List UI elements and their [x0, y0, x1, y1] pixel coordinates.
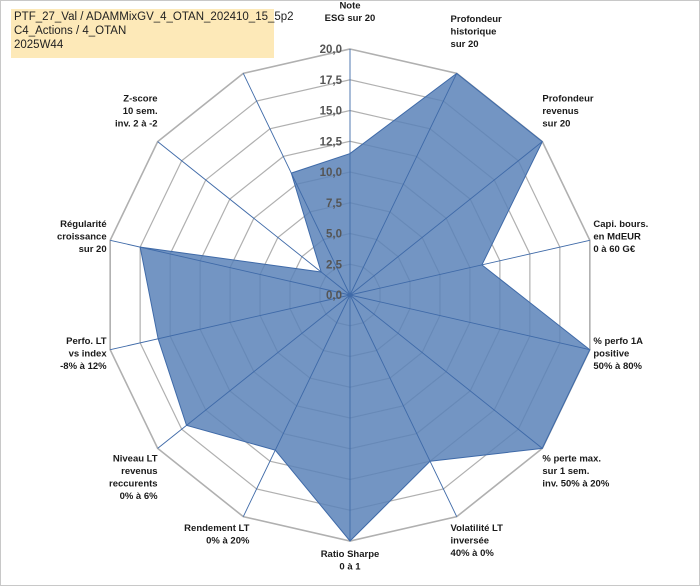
axis-label-line: inversée — [451, 535, 490, 546]
axis-spoke — [349, 294, 458, 517]
axis-spoke — [349, 294, 590, 351]
axis-label: Profondeur revenus sur 20 — [542, 93, 593, 129]
axis-label: Niveau LT revenus reccurents 0% à 6% — [109, 454, 158, 503]
axis-label-line: inv. 2 à -2 — [115, 118, 158, 129]
axis-label-line: Profondeur — [542, 93, 593, 104]
axis-label-line: croissance — [57, 231, 107, 242]
axis-spoke — [157, 294, 351, 449]
axis-label-line: sur 20 — [451, 39, 479, 50]
axis-label-line: -8% à 12% — [60, 361, 107, 372]
axis-label: Profondeur historique sur 20 — [451, 14, 502, 50]
axis-label-line: 10 sem. — [123, 106, 158, 117]
tick-label: 17,5 — [320, 75, 343, 87]
axis-label-line: Volatilité LT — [451, 523, 504, 534]
axis-label-line: sur 20 — [542, 118, 570, 129]
tick-label: 12,5 — [320, 136, 343, 148]
axis-label-line: 40% à 0% — [451, 548, 495, 559]
axis-label: Régularité croissance sur 20 — [57, 219, 107, 255]
axis-spoke — [349, 73, 458, 296]
axis-label-line: Profondeur — [451, 14, 502, 25]
header-line-category: C4_Actions / 4_OTAN — [14, 25, 127, 37]
axis-label-line: 50% à 80% — [593, 361, 642, 372]
axis-label-line: % perte max. — [542, 454, 601, 465]
header-line-week: 2025W44 — [14, 39, 64, 51]
header-line-portfolio: PTF_27_Val / ADAMMixGV_4_OTAN_202410_15_… — [14, 11, 294, 23]
axis-spoke — [349, 141, 543, 296]
axis-label-line: revenus — [542, 106, 578, 117]
axis-label: Capi. bours. en MdEUR 0 à 60 G€ — [593, 219, 648, 255]
radar-tick-labels: 0,0 2,5 5,0 7,5 10,0 12,5 15,0 17,5 20,0 — [320, 44, 343, 302]
axis-label-line: en MdEUR — [593, 231, 641, 242]
axis-label-line: Capi. bours. — [593, 219, 648, 230]
axis-spoke — [242, 294, 351, 517]
axis-label-line: inv. 50% à 20% — [542, 479, 609, 490]
axis-label-line: % perfo 1A — [593, 336, 643, 347]
axis-label-line: vs index — [69, 349, 108, 360]
axis-label-line: 0 à 60 G€ — [593, 244, 635, 255]
tick-label: 20,0 — [320, 44, 342, 56]
axis-label: Volatilité LT inversée 40% à 0% — [451, 523, 504, 559]
axis-spoke — [157, 141, 351, 296]
tick-label: 15,0 — [320, 106, 342, 118]
axis-label-line: positive — [593, 349, 629, 360]
tick-label: 5,0 — [326, 229, 342, 241]
axis-label-line: Note — [339, 1, 360, 12]
axis-label: Perfo. LT vs index -8% à 12% — [60, 336, 107, 372]
axis-label-line: 0 à 1 — [339, 562, 361, 573]
axis-label: % perte max. sur 1 sem. inv. 50% à 20% — [542, 454, 609, 490]
axis-spoke — [110, 294, 351, 351]
axis-label-line: reccurents — [109, 479, 158, 490]
axis-label: Rendement LT 0% à 20% — [184, 523, 250, 547]
axis-spoke — [242, 73, 351, 296]
axis-label-line: revenus — [121, 466, 157, 477]
axis-label-line: 0% à 6% — [120, 491, 159, 502]
axis-label-line: sur 20 — [79, 244, 107, 255]
axis-label-line: Niveau LT — [113, 454, 158, 465]
tick-label: 2,5 — [326, 259, 343, 271]
axis-label-line: Ratio Sharpe — [321, 549, 380, 560]
axis-label-line: ESG sur 20 — [325, 13, 376, 24]
axis-label-line: Perfo. LT — [66, 336, 107, 347]
axis-label: Z-score 10 sem. inv. 2 à -2 — [115, 93, 158, 129]
axis-label-line: Régularité — [60, 219, 106, 230]
axis-label: Note ESG sur 20 — [325, 1, 376, 25]
tick-label: 0,0 — [326, 290, 342, 302]
axis-spoke — [349, 239, 590, 296]
radar-spokes — [110, 49, 590, 541]
axis-spoke — [110, 239, 351, 296]
axis-label-line: Rendement LT — [184, 523, 249, 534]
axis-spoke — [349, 294, 543, 449]
axis-label-line: sur 1 sem. — [542, 466, 589, 477]
tick-label: 10,0 — [320, 167, 342, 179]
axis-label: % perfo 1A positive 50% à 80% — [593, 336, 643, 372]
axis-label-line: Z-score — [123, 93, 157, 104]
axis-label-line: 0% à 20% — [206, 535, 250, 546]
axis-label-line: historique — [451, 27, 497, 38]
axis-label: Ratio Sharpe 0 à 1 — [321, 549, 380, 573]
tick-label: 7,5 — [326, 198, 343, 210]
chart-header: PTF_27_Val / ADAMMixGV_4_OTAN_202410_15_… — [11, 9, 294, 58]
